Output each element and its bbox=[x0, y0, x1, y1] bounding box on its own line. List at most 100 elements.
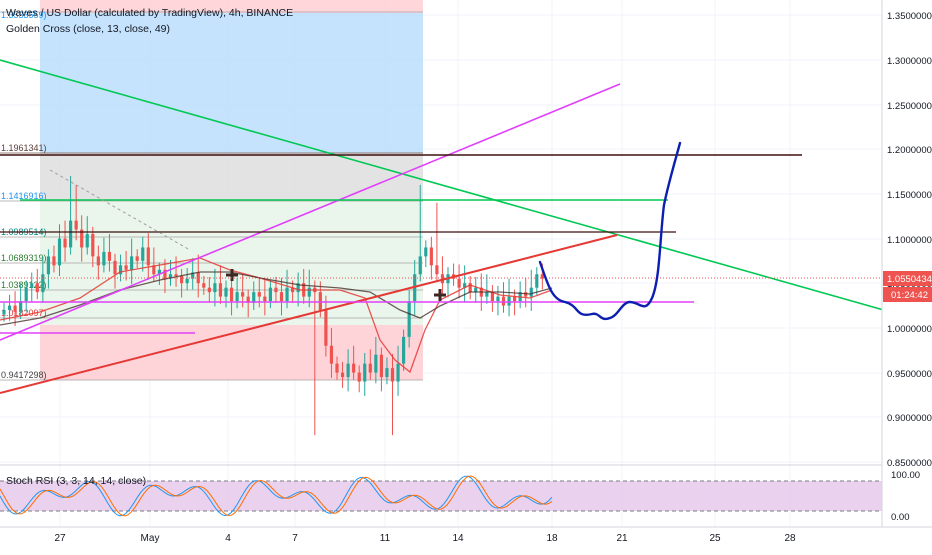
candle-body bbox=[102, 251, 106, 266]
candle-body bbox=[252, 292, 256, 303]
candle-body bbox=[352, 363, 356, 373]
candle-body bbox=[535, 274, 539, 288]
candle-body bbox=[379, 354, 383, 378]
candle-body bbox=[107, 251, 112, 261]
candle-body bbox=[30, 283, 34, 288]
candle-body bbox=[2, 310, 6, 315]
candle-body bbox=[85, 234, 89, 248]
magenta-uptrend-line bbox=[0, 83, 621, 341]
candle-body bbox=[124, 265, 128, 270]
candle-body bbox=[346, 363, 350, 378]
candle-body bbox=[24, 287, 28, 302]
dashed-trend-line bbox=[49, 169, 191, 251]
blue-target-zone bbox=[40, 13, 423, 153]
fib-level-label: 1.0182097) bbox=[1, 308, 47, 318]
candle-body bbox=[52, 256, 56, 266]
candle-body bbox=[80, 229, 84, 248]
candle-body bbox=[235, 292, 239, 302]
fib-level-label: 1.0689319) bbox=[1, 253, 47, 263]
candle-body bbox=[7, 305, 12, 311]
candle-body bbox=[91, 234, 95, 257]
candle-body bbox=[357, 372, 361, 382]
candle-body bbox=[429, 247, 433, 266]
candle-body bbox=[385, 368, 389, 378]
candle-body bbox=[329, 345, 334, 364]
candle-body bbox=[146, 247, 150, 266]
time-tick-label: 11 bbox=[380, 533, 391, 544]
candle-body bbox=[202, 283, 206, 288]
candle-body bbox=[285, 287, 289, 302]
candle-body bbox=[457, 278, 461, 288]
price-axis: 1.3500000 1.3000000 1.2500000 1.2000000 1.15… bbox=[881, 0, 932, 550]
bar-countdown: 01:24:42 bbox=[891, 290, 928, 301]
fib-level-label: 1.3533559) bbox=[1, 10, 47, 20]
candle-body bbox=[41, 274, 45, 293]
price-tick-label: 1.1000000 bbox=[887, 235, 932, 246]
candle-body bbox=[191, 272, 195, 279]
time-tick-label: 7 bbox=[292, 533, 298, 544]
candle-body bbox=[496, 296, 500, 302]
candle-body bbox=[229, 287, 234, 302]
candle-body bbox=[274, 287, 278, 293]
candle-body bbox=[213, 283, 217, 293]
candle-body bbox=[141, 247, 145, 261]
cross-marker bbox=[434, 289, 446, 301]
green-downtrend-line bbox=[0, 59, 913, 319]
time-tick-label: 21 bbox=[616, 533, 628, 544]
candle-body bbox=[185, 278, 189, 284]
candle-body bbox=[340, 372, 345, 378]
trend-lines bbox=[0, 59, 913, 394]
time-tick-label: 18 bbox=[546, 533, 558, 544]
candle-body bbox=[57, 238, 62, 266]
candle-body bbox=[207, 287, 211, 293]
red-support-line bbox=[0, 234, 618, 394]
candle-body bbox=[468, 283, 472, 293]
rsi-tick-label: 100.00 bbox=[891, 470, 920, 481]
candle-body bbox=[474, 287, 478, 293]
candle-body bbox=[157, 269, 161, 275]
candle-body bbox=[257, 292, 261, 297]
candle-body bbox=[529, 287, 533, 297]
candle-body bbox=[268, 287, 272, 302]
rsi-tick-label: 0.00 bbox=[891, 512, 910, 523]
candle-body bbox=[241, 292, 245, 297]
price-tick-label: 1.3000000 bbox=[887, 56, 932, 67]
fast-ma-line bbox=[0, 257, 553, 374]
cross-marker bbox=[226, 269, 238, 281]
price-tick-label: 1.0000000 bbox=[887, 324, 932, 335]
candle-body bbox=[69, 220, 73, 248]
candle-body bbox=[513, 296, 517, 302]
candle-body bbox=[163, 269, 167, 279]
candle-body bbox=[218, 283, 223, 297]
candle-body bbox=[507, 296, 511, 306]
current-price-tag bbox=[883, 271, 932, 286]
candle-body bbox=[113, 260, 117, 275]
candle-body bbox=[324, 310, 328, 346]
candle-body bbox=[96, 256, 100, 266]
price-tick-label: 1.2000000 bbox=[887, 145, 932, 156]
price-tick-label: 0.9500000 bbox=[887, 369, 932, 380]
candle-body bbox=[118, 265, 123, 275]
candle-body bbox=[63, 238, 67, 248]
candle-body bbox=[490, 292, 494, 302]
candle-body bbox=[74, 220, 78, 230]
candle-body bbox=[335, 363, 339, 373]
time-tick-label: 14 bbox=[452, 533, 464, 544]
candle-body bbox=[263, 296, 267, 302]
candle-body bbox=[246, 296, 250, 303]
candle-body bbox=[485, 292, 489, 297]
candle-body bbox=[418, 256, 422, 275]
candle-body bbox=[180, 276, 184, 284]
candle-body bbox=[174, 274, 178, 277]
price-tick-label: 1.3500000 bbox=[887, 11, 932, 22]
candle-body bbox=[318, 292, 322, 311]
candle-body bbox=[540, 274, 544, 279]
candle-body bbox=[424, 247, 428, 257]
candle-body bbox=[296, 283, 300, 293]
time-axis-bg bbox=[0, 527, 932, 550]
price-tick-label: 1.2500000 bbox=[887, 101, 932, 112]
indicator-legend: Golden Cross (close, 13, close, 49) bbox=[6, 23, 170, 35]
candle-body bbox=[407, 301, 411, 337]
